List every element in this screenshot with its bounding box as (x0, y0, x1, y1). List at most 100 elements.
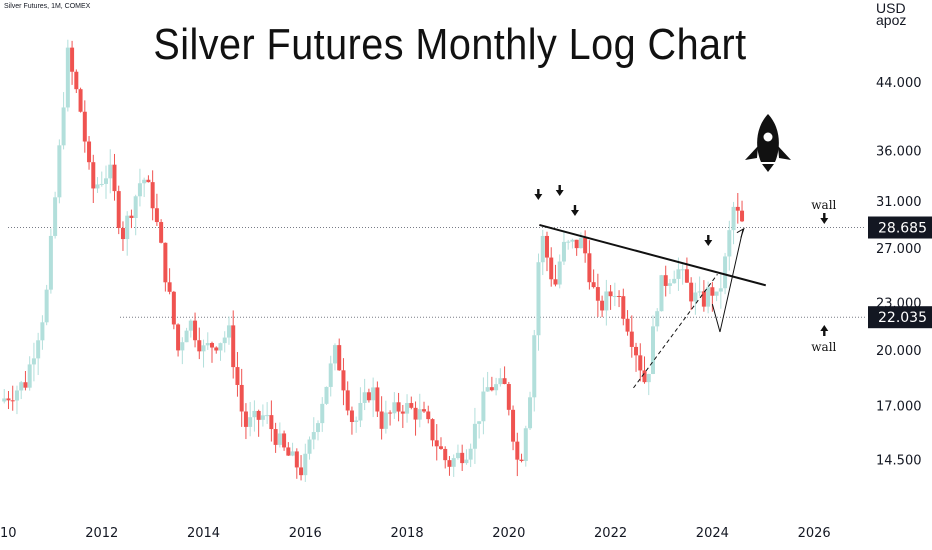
price-label-text: 28.685 (878, 221, 927, 237)
candle-body (523, 428, 528, 461)
candle-body (587, 253, 592, 283)
candle-body (612, 295, 617, 297)
price-label-text: 22.035 (878, 310, 927, 326)
candle-body (345, 390, 350, 411)
candle-body (388, 412, 393, 414)
y-tick-label: 31.000 (876, 195, 922, 210)
candle-body (638, 355, 643, 371)
candle-body (617, 295, 622, 297)
candle-body (57, 145, 62, 198)
candle-body (40, 322, 45, 341)
candle-body (299, 467, 304, 476)
candle-body (303, 453, 308, 476)
candle-body (447, 460, 452, 467)
support-dashed-line (633, 273, 718, 389)
candle-body (222, 337, 227, 344)
candle-body (426, 411, 431, 420)
candle-body (693, 292, 698, 302)
candle-body (171, 291, 176, 325)
candle-body (659, 275, 664, 312)
candle-body (294, 451, 299, 468)
candle-body (663, 275, 668, 286)
candle-body (125, 215, 130, 240)
candle-body (36, 340, 41, 359)
candle-body (528, 397, 533, 429)
candle-body (210, 342, 215, 348)
candle-body (710, 287, 715, 296)
chart-title: Silver Futures Monthly Log Chart (153, 20, 747, 69)
candle-body (133, 196, 138, 218)
candle-body (595, 287, 600, 301)
projection-path (711, 229, 744, 333)
candle-body (689, 282, 694, 302)
candle-body (231, 325, 236, 368)
candle-body (307, 439, 312, 454)
candle-body (472, 423, 477, 449)
candle-body (27, 364, 32, 388)
y-axis: 14.50017.00020.00023.00027.00031.00036.0… (876, 76, 922, 469)
candle-body (566, 241, 571, 243)
candle-body (188, 320, 193, 331)
candle-body (553, 279, 558, 285)
candle-body (430, 419, 435, 441)
candle-body (498, 378, 503, 385)
candle-body (112, 164, 117, 192)
candle-body (235, 367, 240, 385)
candle-body (316, 423, 321, 433)
candle-body (706, 287, 711, 307)
candle-body (650, 326, 655, 374)
candle-body (723, 256, 728, 289)
candle-body (341, 370, 346, 391)
projection-arrowhead (736, 227, 745, 238)
candle-body (438, 446, 443, 449)
x-tick-label: 2022 (594, 526, 627, 541)
arrow-down-icon (555, 185, 564, 196)
candle-body (265, 415, 270, 417)
x-tick-label: 2026 (798, 526, 831, 541)
candle-body (282, 433, 287, 448)
candle-body (731, 206, 736, 231)
candle-body (574, 239, 579, 249)
drawings: wall wall (534, 185, 837, 389)
candle-body (226, 325, 231, 338)
candle-body (349, 410, 354, 422)
candle-body (14, 390, 19, 401)
candle-body (163, 242, 168, 283)
candle-body (150, 182, 155, 209)
candle-body (31, 358, 36, 365)
candle-body (718, 288, 723, 292)
candle-body (634, 346, 639, 356)
candle-body (383, 412, 388, 429)
candle-body (701, 291, 706, 307)
candle-body (362, 392, 367, 403)
candle-body (494, 384, 499, 391)
y-tick-label: 14.500 (876, 454, 922, 469)
candle-body (583, 237, 588, 254)
candle-body (621, 296, 626, 319)
candle-body (239, 384, 244, 412)
candle-body (684, 269, 689, 283)
candle-body (532, 335, 537, 398)
candle-body (727, 230, 732, 257)
candle-body (655, 311, 660, 327)
candle-body (443, 448, 448, 461)
candle-body (413, 407, 418, 420)
candle-body (154, 208, 159, 223)
candle-body (591, 282, 596, 288)
candle-body (451, 458, 456, 467)
candle-body (311, 432, 316, 440)
candle-body (337, 345, 342, 371)
candle-body (511, 409, 516, 442)
candle-body (379, 411, 384, 429)
candle-body (19, 382, 24, 391)
candle-body (375, 387, 380, 412)
y-tick-label: 44.000 (876, 76, 922, 91)
candle-body (137, 183, 142, 197)
candle-body (277, 433, 282, 445)
candle-body (286, 447, 291, 456)
resistance-trendline (539, 224, 767, 287)
candle-body (180, 342, 185, 351)
candle-body (120, 227, 125, 240)
candle-body (10, 400, 15, 402)
